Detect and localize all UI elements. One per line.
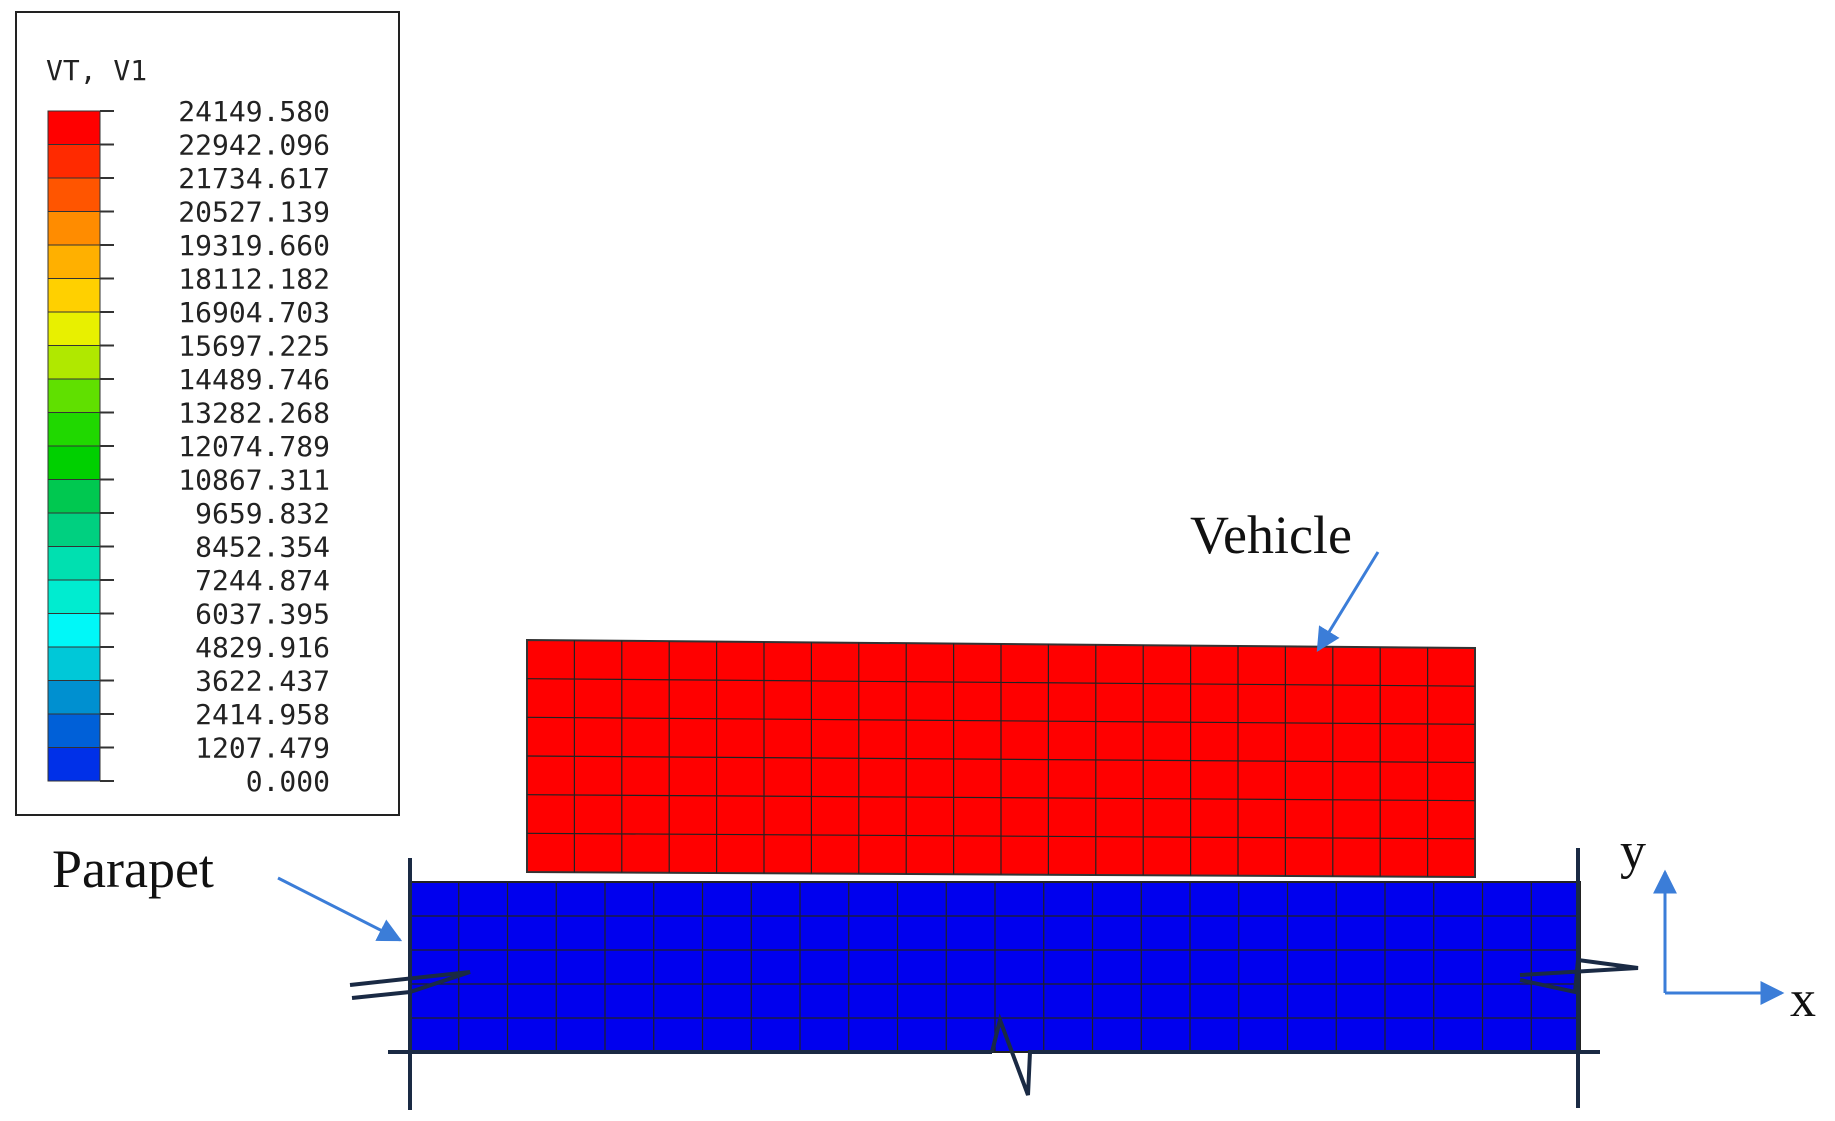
legend-title: VT, V1 <box>46 54 147 87</box>
legend-swatch <box>47 646 101 681</box>
vehicle-mesh-line <box>526 678 1476 687</box>
legend-swatch <box>47 546 101 581</box>
legend-value: 10867.311 <box>178 464 330 497</box>
legend-value: 14489.746 <box>178 363 330 396</box>
vehicle-mesh <box>526 638 1476 879</box>
legend-swatch <box>47 412 101 447</box>
legend-swatch <box>47 479 101 514</box>
x-axis-label: x <box>1790 971 1816 1028</box>
legend-swatch <box>47 512 101 547</box>
legend-swatch <box>47 110 101 145</box>
legend-labels: 24149.58022942.09621734.61720527.1391931… <box>178 95 330 798</box>
parapet-label: Parapet <box>52 839 214 899</box>
legend-value: 12074.789 <box>178 430 330 463</box>
legend-swatch <box>47 211 101 246</box>
parapet-label-group: Parapet <box>52 839 403 942</box>
legend-swatch <box>47 579 101 614</box>
legend-value: 7244.874 <box>195 564 330 597</box>
legend-value: 13282.268 <box>178 397 330 430</box>
legend-value: 9659.832 <box>195 497 330 530</box>
vehicle-label: Vehicle <box>1190 505 1352 565</box>
legend-value: 21734.617 <box>178 162 330 195</box>
parapet-mesh <box>409 881 1581 1053</box>
legend-swatch <box>47 177 101 212</box>
legend-swatch <box>47 613 101 648</box>
legend-value: 20527.139 <box>178 196 330 229</box>
boundary-lines <box>349 848 1639 1110</box>
legend-value: 2414.958 <box>195 698 330 731</box>
legend-value: 22942.096 <box>178 129 330 162</box>
legend-value: 18112.182 <box>178 263 330 296</box>
legend-value: 19319.660 <box>178 229 330 262</box>
legend-swatch <box>47 244 101 279</box>
legend-swatch <box>47 311 101 346</box>
parapet-arrow <box>277 876 403 942</box>
legend-value: 3622.437 <box>195 665 330 698</box>
legend-swatch <box>47 747 101 782</box>
vehicle-label-group: Vehicle <box>1190 505 1380 653</box>
y-axis-label: y <box>1620 823 1646 880</box>
vehicle-mesh-line <box>526 716 1476 725</box>
legend-value: 16904.703 <box>178 296 330 329</box>
legend-swatch <box>47 713 101 748</box>
legend-swatch <box>47 345 101 380</box>
vehicle-arrow <box>1316 551 1380 653</box>
legend-swatch <box>47 278 101 313</box>
legend: VT, V1 24149.58022942.09621734.61720527.… <box>15 11 400 816</box>
legend-swatch <box>47 445 101 480</box>
legend-value: 24149.580 <box>178 95 330 128</box>
legend-swatch <box>47 144 101 179</box>
right-break-symbol <box>1519 957 1639 995</box>
parapet-grid <box>410 882 1580 1052</box>
vehicle-mesh-line <box>526 794 1476 802</box>
legend-value: 15697.225 <box>178 330 330 363</box>
legend-value: 6037.395 <box>195 598 330 631</box>
legend-value: 0.000 <box>246 765 330 798</box>
legend-swatch <box>47 680 101 715</box>
base-break-symbol <box>990 1013 1032 1096</box>
legend-value: 4829.916 <box>195 631 330 664</box>
legend-value: 8452.354 <box>195 531 330 564</box>
legend-value: 1207.479 <box>195 732 330 765</box>
axis-triad: y x <box>1620 823 1816 1028</box>
vehicle-grid <box>526 640 1476 877</box>
legend-swatch <box>47 378 101 413</box>
vehicle-mesh-line <box>526 832 1476 840</box>
left-break-symbol <box>349 970 471 1000</box>
vehicle-mesh-line <box>526 755 1476 764</box>
legend-swatches <box>47 110 114 782</box>
